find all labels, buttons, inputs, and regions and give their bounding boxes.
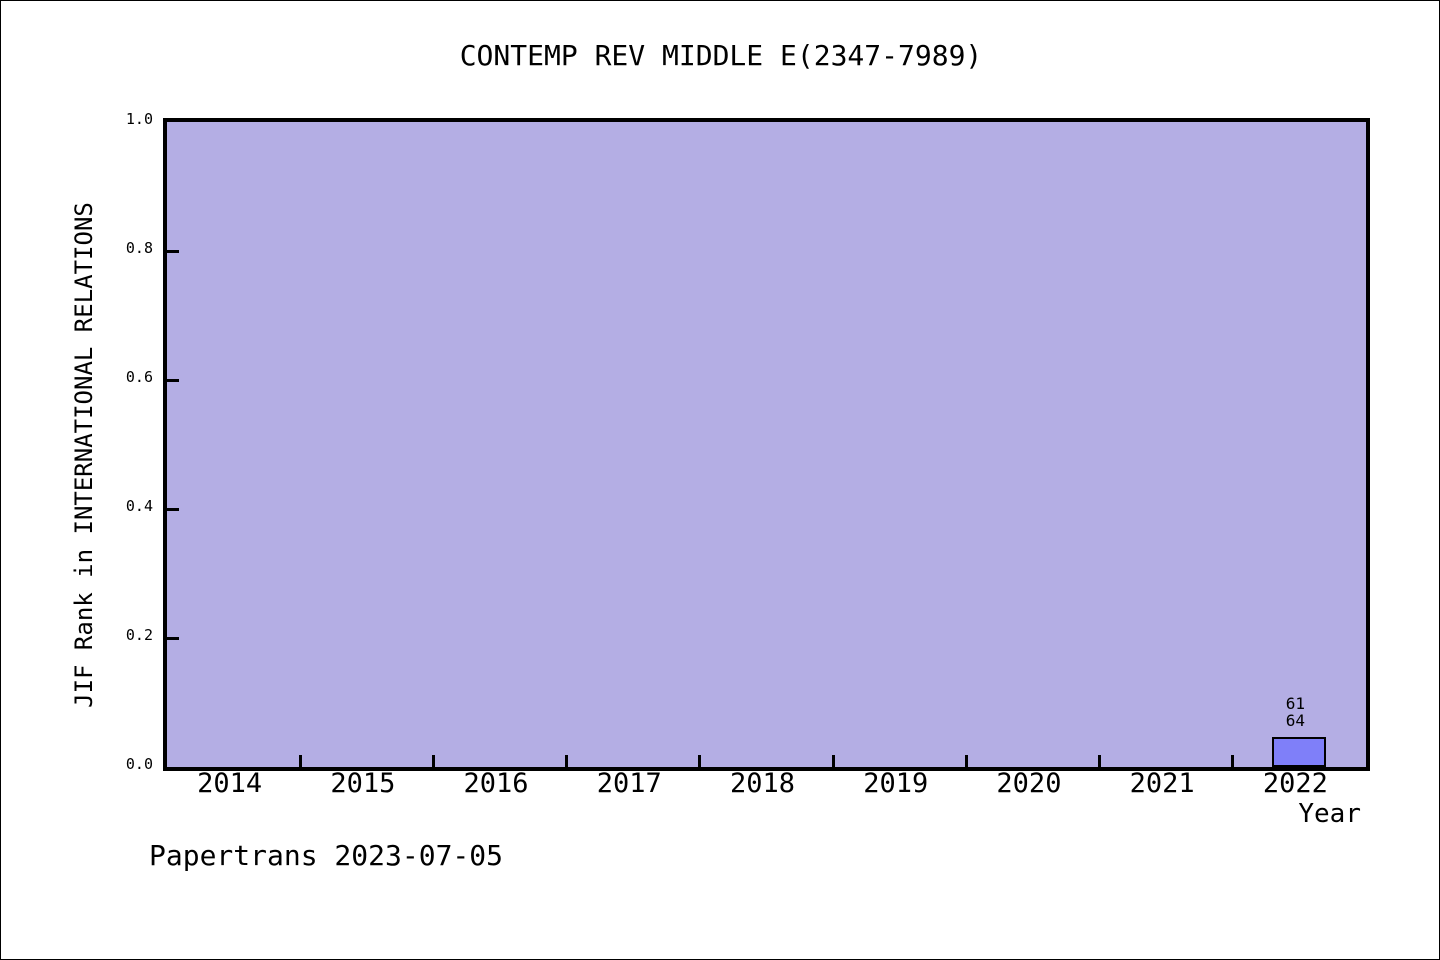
chart-title: CONTEMP REV MIDDLE E(2347-7989) bbox=[459, 39, 983, 72]
x-tick-mark bbox=[698, 755, 702, 767]
y-axis-title: JIF Rank in INTERNATIONAL RELATIONS bbox=[70, 202, 98, 708]
x-tick-mark bbox=[298, 755, 302, 767]
y-tick-label: 0.2 bbox=[125, 626, 153, 644]
y-tick-label: 0.4 bbox=[125, 497, 153, 515]
y-tick-mark bbox=[167, 378, 179, 382]
x-tick-label: 2016 bbox=[463, 768, 529, 799]
y-tick-label: 0.6 bbox=[125, 368, 153, 386]
x-tick-mark bbox=[565, 755, 569, 767]
x-tick-label: 2019 bbox=[863, 768, 929, 799]
y-tick-label: 0.8 bbox=[125, 239, 153, 257]
plot-area bbox=[163, 118, 1370, 771]
bar-rank-value: 61 bbox=[1285, 693, 1305, 713]
x-tick-label: 2021 bbox=[1129, 768, 1195, 799]
y-tick-label: 1.0 bbox=[125, 110, 153, 128]
footer-note: Papertrans 2023-07-05 bbox=[149, 839, 504, 872]
x-tick-label: 2015 bbox=[330, 768, 396, 799]
y-tick-mark bbox=[167, 507, 179, 511]
y-tick-mark bbox=[167, 249, 179, 253]
x-tick-label: 2017 bbox=[596, 768, 662, 799]
x-tick-mark bbox=[431, 755, 435, 767]
x-tick-label: 2014 bbox=[197, 768, 263, 799]
bar-total-value: 64 bbox=[1285, 710, 1305, 730]
x-tick-mark bbox=[964, 755, 968, 767]
x-tick-mark bbox=[1231, 755, 1235, 767]
plot-inner bbox=[167, 122, 1366, 767]
x-tick-mark bbox=[1098, 755, 1102, 767]
x-tick-label: 2018 bbox=[729, 768, 796, 799]
bar-2022 bbox=[1272, 736, 1327, 767]
y-tick-label: 0.0 bbox=[125, 755, 153, 773]
x-axis-title: Year bbox=[1298, 799, 1361, 829]
x-tick-mark bbox=[831, 755, 835, 767]
bar-value-label: 61 64 bbox=[1235, 695, 1355, 729]
x-tick-label: 2022 bbox=[1262, 768, 1328, 799]
y-tick-mark bbox=[167, 636, 179, 640]
x-tick-label: 2020 bbox=[996, 768, 1062, 799]
